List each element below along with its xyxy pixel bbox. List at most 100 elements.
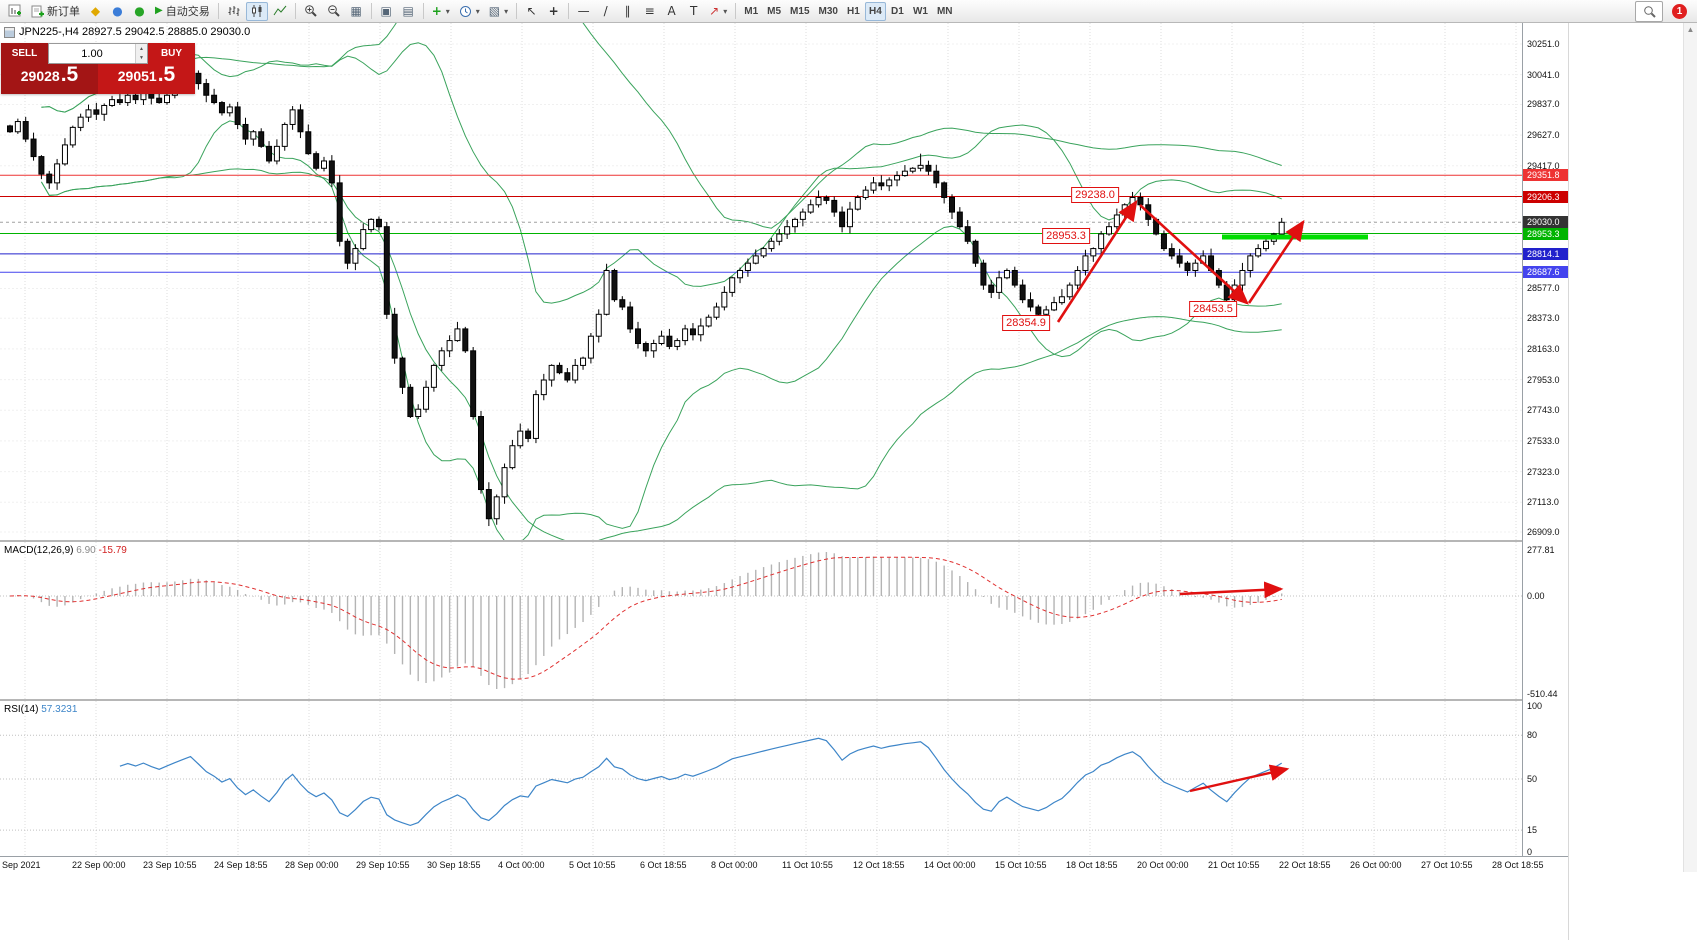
- horizontal-line-tool-button[interactable]: —: [573, 2, 594, 21]
- cursor-tool-button[interactable]: ↖: [521, 2, 542, 21]
- buy-price[interactable]: 29051 .5: [98, 64, 195, 94]
- volume-up-button[interactable]: ▲: [136, 44, 147, 54]
- market-button[interactable]: ◆: [85, 2, 106, 21]
- cascade-windows-button[interactable]: ▣: [376, 2, 397, 21]
- one-click-trading-panel: SELL 1.00 ▲ ▼ BUY 29028 .5 29051 .5: [1, 43, 195, 94]
- macd-label: MACD(12,26,9) 6.90 -15.79: [4, 545, 127, 556]
- sell-price[interactable]: 29028 .5: [1, 64, 98, 94]
- time-label: 26 Oct 00:00: [1350, 860, 1402, 870]
- time-axis[interactable]: Sep 2021 22 Sep 00:00 23 Sep 10:55 24 Sep 1…: [0, 856, 1568, 874]
- rsi-value: 57.3231: [41, 704, 78, 715]
- toolbar-separator: [294, 3, 296, 19]
- candlestick-chart-button[interactable]: [245, 1, 268, 21]
- time-label: 30 Sep 18:55: [427, 860, 481, 870]
- volume-field[interactable]: 1.00 ▲ ▼: [48, 43, 148, 64]
- timeframe-h4-button[interactable]: H4: [864, 1, 886, 21]
- price-tick: 100: [1527, 701, 1543, 711]
- timeframe-h1-button[interactable]: H1: [847, 5, 860, 17]
- templates-button[interactable]: ▧ ▾: [485, 2, 512, 21]
- profiles-button[interactable]: ●: [107, 2, 128, 21]
- shapes-tool-button[interactable]: ↗ ▾: [705, 2, 731, 21]
- sell-button[interactable]: SELL: [1, 43, 48, 64]
- price-tick: 30041.0: [1527, 69, 1560, 80]
- autotrading-play-icon: ▶: [155, 5, 163, 16]
- panel-splitter[interactable]: [0, 540, 1568, 542]
- volume-value[interactable]: 1.00: [81, 47, 103, 60]
- timeframe-m30-button[interactable]: M30: [818, 5, 838, 17]
- line-chart-icon: [273, 5, 287, 16]
- autotrading-button[interactable]: ▶ 自动交易: [151, 2, 214, 21]
- price-axis[interactable]: 30251.0 30041.0 29837.0 29627.0 29417.0 28577…: [1522, 23, 1569, 857]
- vertical-scrollbar[interactable]: ▲: [1683, 23, 1697, 872]
- zoom-in-button[interactable]: [300, 2, 322, 21]
- notification-badge[interactable]: 1: [1672, 3, 1687, 19]
- time-label: 27 Oct 10:55: [1421, 860, 1473, 870]
- price-tick: -510.44: [1527, 689, 1558, 699]
- periods-button[interactable]: ▾: [455, 2, 484, 21]
- main-chart-canvas[interactable]: [0, 23, 1522, 540]
- timeframe-mn-button[interactable]: MN: [936, 5, 953, 17]
- buy-button[interactable]: BUY: [148, 43, 195, 64]
- new-order-button[interactable]: 新订单: [27, 2, 84, 21]
- price-tick: 27743.0: [1527, 405, 1560, 416]
- refresh-button[interactable]: ●: [129, 2, 150, 21]
- macd-main-value: 6.90: [76, 545, 96, 556]
- rsi-name: RSI(14): [4, 704, 39, 715]
- price-tick: 29627.0: [1527, 130, 1560, 141]
- crosshair-icon: +: [548, 4, 559, 18]
- market-icon: ◆: [90, 4, 101, 18]
- panel-splitter[interactable]: [0, 699, 1568, 701]
- trendline-tool-button[interactable]: /: [595, 2, 616, 21]
- timeframe-w1-button[interactable]: W1: [912, 5, 928, 17]
- macd-name: MACD(12,26,9): [4, 545, 74, 556]
- toolbar-separator: [735, 3, 737, 19]
- rsi-canvas[interactable]: [0, 701, 1522, 856]
- indicators-button[interactable]: + ▾: [428, 2, 454, 21]
- time-label: 24 Sep 18:55: [214, 860, 268, 870]
- time-label: 12 Oct 18:55: [853, 860, 905, 870]
- timeframe-d1-button[interactable]: D1: [891, 5, 904, 17]
- price-tick: 27953.0: [1527, 374, 1560, 385]
- timeframe-m15-button[interactable]: M15: [790, 5, 810, 17]
- price-tick: 27323.0: [1527, 466, 1560, 477]
- volume-down-button[interactable]: ▼: [136, 53, 147, 63]
- fibonacci-tool-button[interactable]: ≡: [639, 2, 660, 21]
- price-annotation-box[interactable]: 28453.5: [1189, 301, 1237, 317]
- bar-chart-button[interactable]: [223, 2, 245, 21]
- price-tick: 15: [1527, 825, 1538, 836]
- timeframe-m1-button[interactable]: M1: [744, 5, 759, 17]
- clock-icon: [459, 5, 471, 17]
- fibonacci-icon: ≡: [644, 4, 655, 18]
- new-order-icon: [31, 5, 44, 17]
- price-annotation-box[interactable]: 29238.0: [1071, 187, 1119, 203]
- time-label: 11 Oct 10:55: [782, 860, 833, 870]
- crosshair-tool-button[interactable]: +: [543, 2, 564, 21]
- bar-chart-icon: [228, 6, 240, 16]
- tile-windows-button[interactable]: ▦: [346, 2, 367, 21]
- search-button[interactable]: [1635, 0, 1663, 22]
- candlestick-chart-icon: [251, 5, 262, 17]
- price-annotation-box[interactable]: 28953.3: [1042, 228, 1090, 244]
- line-chart-button[interactable]: [269, 2, 291, 21]
- price-annotation-box[interactable]: 28354.9: [1002, 315, 1050, 331]
- time-label: 18 Oct 18:55: [1066, 860, 1118, 870]
- new-chart-button[interactable]: [4, 2, 26, 21]
- price-tick: 29837.0: [1527, 99, 1560, 110]
- zoom-out-button[interactable]: [323, 2, 345, 21]
- macd-canvas[interactable]: [0, 542, 1522, 699]
- text-icon: A: [667, 4, 676, 18]
- chart-template-icon: ▧: [488, 4, 501, 18]
- toolbar-separator: [516, 3, 518, 19]
- price-tick: 30251.0: [1527, 39, 1560, 49]
- price-tick: 277.81: [1527, 545, 1555, 555]
- timeframe-m5-button[interactable]: M5: [767, 5, 782, 17]
- text-tool-button[interactable]: A: [661, 2, 682, 21]
- tile-windows-icon: ▦: [350, 4, 362, 18]
- arrange-windows-button[interactable]: ▤: [398, 2, 419, 21]
- profiles-icon: ●: [112, 4, 123, 18]
- channel-tool-button[interactable]: ∥: [617, 2, 638, 21]
- toolbar-separator: [568, 3, 570, 19]
- chart-info-line: JPN225-,H4 28927.5 29042.5 28885.0 29030…: [4, 26, 250, 38]
- label-tool-button[interactable]: T: [683, 2, 704, 21]
